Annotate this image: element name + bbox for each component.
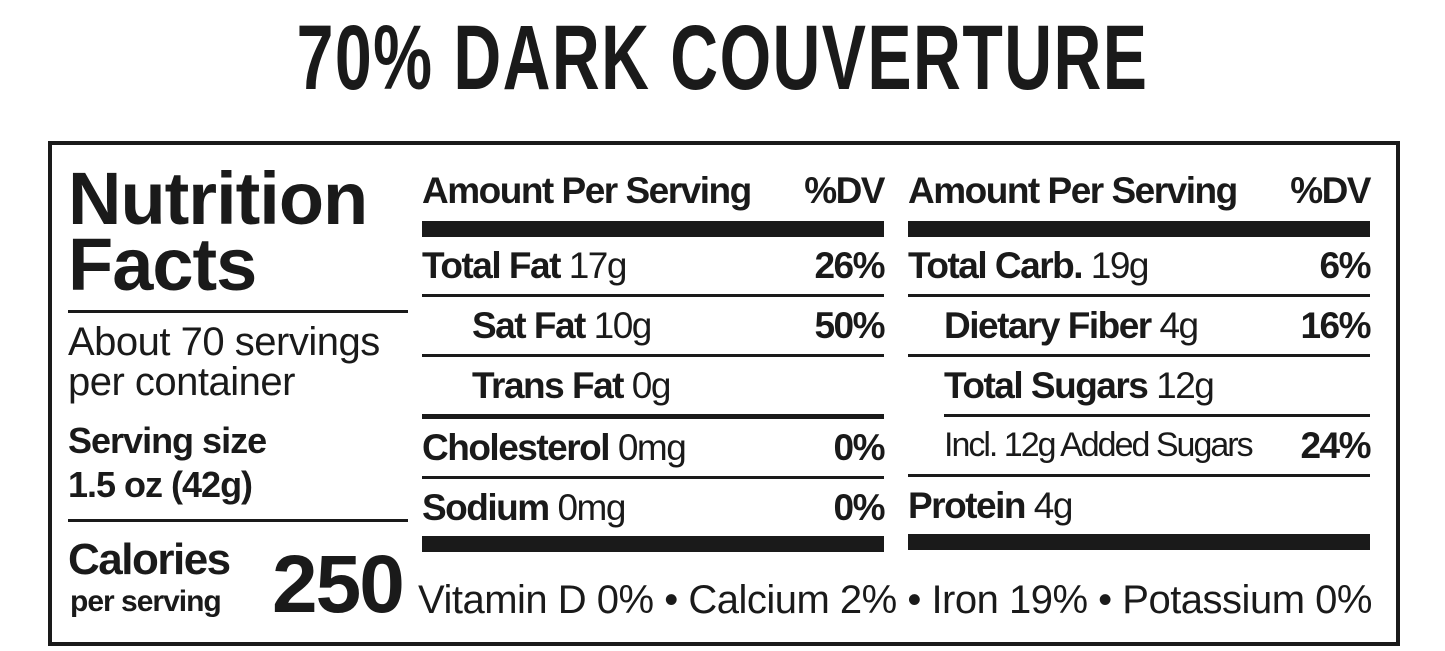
calories: 250 (272, 539, 405, 630)
title: 70% DARK COUVERTURE (296, 7, 1149, 109)
column-header: Amount Per Serving %DV (422, 165, 885, 217)
row: Incl. 12g Added Sugars 24% (908, 417, 1371, 477)
serving-size: 1.5 oz (42g) (68, 464, 253, 505)
dv: 50% (814, 304, 885, 346)
dv: 16% (1300, 304, 1371, 346)
nutrient: Dietary Fiber (944, 304, 1152, 346)
row: Protein 4g (908, 477, 1370, 534)
amount: 0g (631, 364, 672, 406)
dv: 26% (814, 244, 885, 286)
row: Trans Fat 0g (422, 357, 884, 419)
row: Total Sugars 12g (944, 357, 1370, 417)
row: Total Carb. 19g 6% (908, 237, 1372, 297)
dv: 24% (1300, 424, 1371, 466)
amount: 17g (568, 244, 628, 286)
dv-header: %DV (1290, 170, 1371, 211)
label-box (48, 141, 1400, 646)
thick-bar (422, 221, 884, 237)
servings: About 70 servings per container (68, 320, 380, 404)
amount: 0mg (617, 426, 687, 468)
dv: 6% (1319, 244, 1372, 286)
amount: 4g (1159, 304, 1199, 346)
row: Total Fat 17g 26% (422, 237, 885, 297)
header: Amount Per Serving (908, 170, 1238, 211)
amount: Incl. 12g Added Sugars (944, 426, 1254, 464)
nutrient: Sodium (422, 486, 550, 528)
thick-bar (422, 536, 884, 552)
row: Dietary Fiber 4g 16% (908, 297, 1371, 357)
calories-label: Calories (68, 535, 231, 584)
column: Amount Per Serving %DV Total Carb. 19g 6% … (908, 165, 1372, 550)
nutrient: Protein (908, 484, 1026, 526)
serving-size-label: Serving size (68, 420, 267, 461)
amount: 10g (593, 304, 653, 346)
thick-bar (908, 221, 1370, 237)
nutrient: Trans Fat (472, 364, 625, 406)
nutrient: Sat Fat (472, 304, 586, 346)
thick-bar (908, 534, 1370, 550)
dv: 0% (833, 486, 886, 528)
footer: Vitamin D 0% • Calcium 2% • Iron 19% • P… (418, 578, 1372, 622)
amount: 19g (1090, 244, 1150, 286)
row: Sat Fat 10g 50% (422, 297, 885, 357)
header: Amount Per Serving (422, 170, 752, 211)
divider (68, 519, 408, 522)
divider (68, 310, 408, 313)
column-header: Amount Per Serving %DV (908, 165, 1371, 217)
dv: 0% (833, 426, 886, 468)
amount: 12g (1156, 364, 1215, 406)
nutrient: Total Carb. (908, 244, 1084, 286)
row: Cholesterol 0mg 0% (422, 419, 886, 479)
dv-header: %DV (804, 170, 885, 211)
column: Amount Per Serving %DV Total Fat 17g 26% S… (422, 165, 886, 552)
nutrient: Total Sugars (944, 364, 1149, 406)
amount: 0mg (557, 486, 626, 528)
nutrient: Cholesterol (422, 426, 611, 468)
heading: Nutrition Facts (68, 157, 368, 306)
nutrient: Total Fat (422, 244, 561, 286)
calories-sublabel: per serving (70, 585, 222, 618)
amount: 4g (1033, 484, 1074, 526)
row: Sodium 0mg 0% (422, 479, 886, 536)
